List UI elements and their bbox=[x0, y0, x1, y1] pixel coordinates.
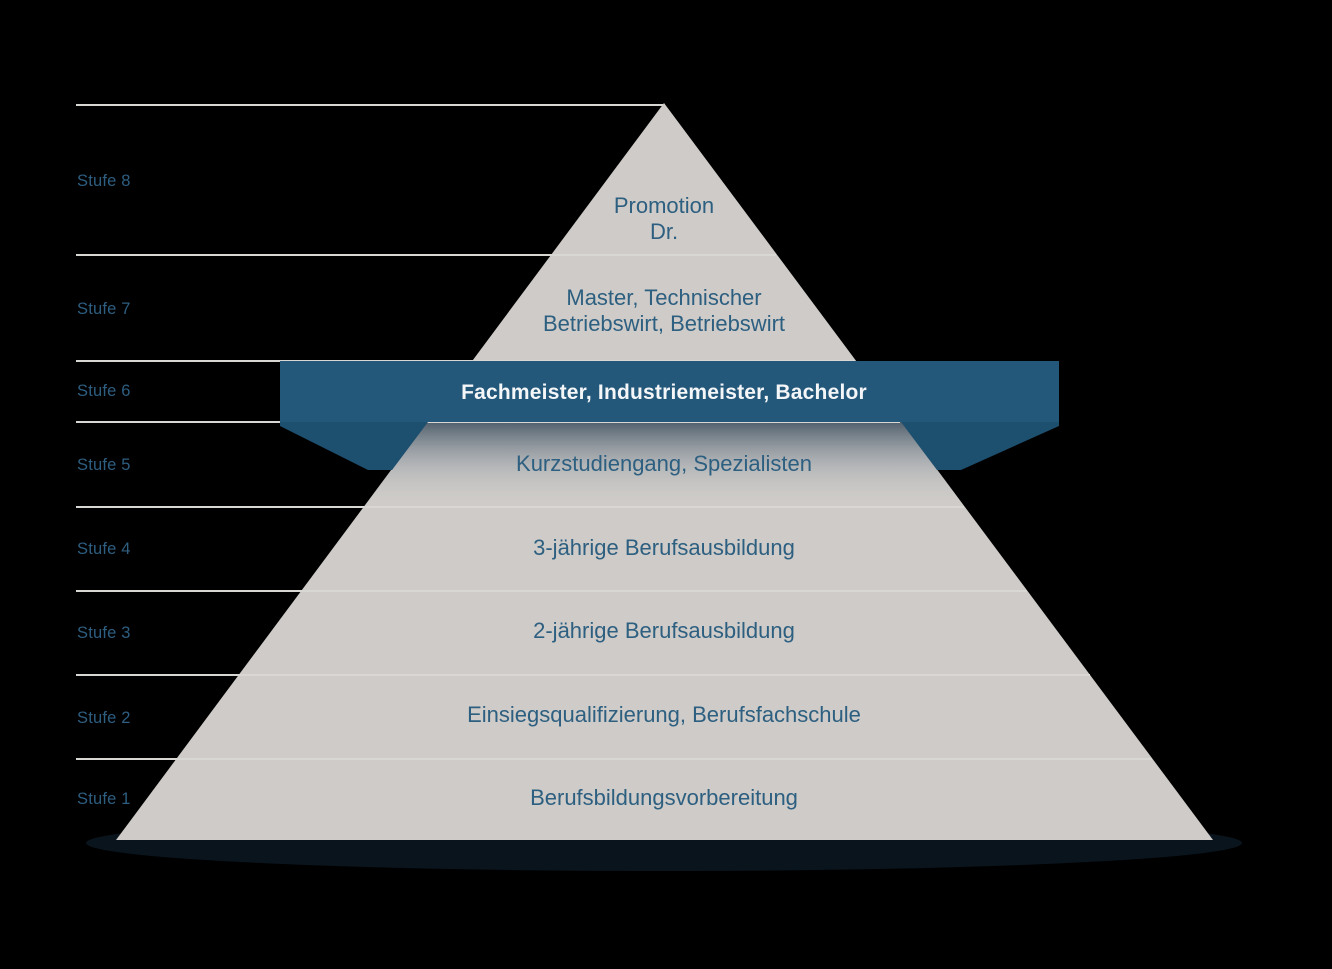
ribbon-band bbox=[280, 361, 1059, 422]
level-texts: Promotion Dr. Master, Technischer Betrie… bbox=[461, 193, 867, 810]
level-8-text-line1: Promotion bbox=[614, 193, 714, 218]
stufe6-ribbon bbox=[280, 361, 1059, 470]
level-1-text: Berufsbildungsvorbereitung bbox=[530, 785, 798, 810]
band-drop-shadow bbox=[350, 422, 990, 507]
stufe-label-3: Stufe 3 bbox=[77, 624, 131, 642]
ribbon-left-fold bbox=[280, 422, 428, 470]
level-6-band-text: Fachmeister, Industriemeister, Bachelor bbox=[461, 381, 867, 404]
stufe-label-4: Stufe 4 bbox=[77, 540, 131, 558]
level-3-text: 2-jährige Berufsausbildung bbox=[533, 618, 795, 643]
stufe-label-8: Stufe 8 bbox=[77, 172, 131, 190]
level-4-text: 3-jährige Berufsausbildung bbox=[533, 535, 795, 560]
level-7-text-line1: Master, Technischer bbox=[566, 285, 761, 310]
level-8-text-line2: Dr. bbox=[650, 219, 678, 244]
stufe-label-6: Stufe 6 bbox=[77, 382, 131, 400]
stufe-label-1: Stufe 1 bbox=[77, 790, 131, 808]
stufe-label-5: Stufe 5 bbox=[77, 456, 131, 474]
stufe-label-2: Stufe 2 bbox=[77, 709, 131, 727]
stufe-label-7: Stufe 7 bbox=[77, 300, 131, 318]
level-5-text: Kurzstudiengang, Spezialisten bbox=[516, 451, 812, 476]
level-7-text-line2: Betriebswirt, Betriebswirt bbox=[543, 311, 785, 336]
ribbon-right-fold bbox=[901, 422, 1059, 470]
stufe-labels: Stufe 8 Stufe 7 Stufe 6 Stufe 5 Stufe 4 … bbox=[77, 172, 131, 808]
level-2-text: Einsiegsqualifizierung, Berufsfachschule bbox=[467, 702, 861, 727]
